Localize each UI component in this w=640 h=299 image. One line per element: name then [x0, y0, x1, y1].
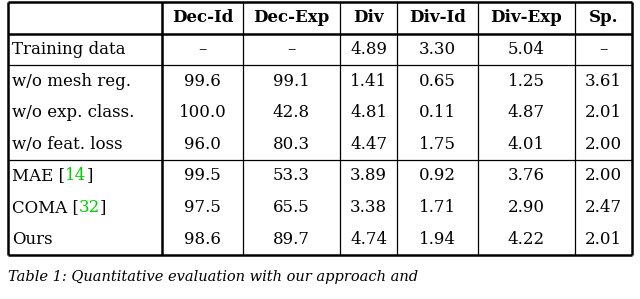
- Text: 0.11: 0.11: [419, 104, 456, 121]
- Text: 100.0: 100.0: [179, 104, 227, 121]
- Text: 2.00: 2.00: [585, 136, 622, 153]
- Text: 1.71: 1.71: [419, 199, 456, 216]
- Text: 4.22: 4.22: [508, 231, 545, 248]
- Text: 2.01: 2.01: [585, 231, 622, 248]
- Text: Div: Div: [353, 9, 384, 26]
- Text: Dec-Id: Dec-Id: [172, 9, 233, 26]
- Text: –: –: [198, 41, 207, 58]
- Text: 3.89: 3.89: [350, 167, 387, 184]
- Text: 53.3: 53.3: [273, 167, 310, 184]
- Text: 4.89: 4.89: [350, 41, 387, 58]
- Text: 4.74: 4.74: [350, 231, 387, 248]
- Text: Sp.: Sp.: [589, 9, 618, 26]
- Text: Training data: Training data: [12, 41, 125, 58]
- Text: 4.81: 4.81: [350, 104, 387, 121]
- Text: 0.65: 0.65: [419, 73, 456, 90]
- Text: 3.30: 3.30: [419, 41, 456, 58]
- Text: 1.94: 1.94: [419, 231, 456, 248]
- Text: 2.01: 2.01: [585, 104, 622, 121]
- Text: ]: ]: [86, 167, 93, 184]
- Text: 4.01: 4.01: [508, 136, 545, 153]
- Text: 42.8: 42.8: [273, 104, 310, 121]
- Text: w/o mesh reg.: w/o mesh reg.: [12, 73, 131, 90]
- Text: 98.6: 98.6: [184, 231, 221, 248]
- Text: Ours: Ours: [12, 231, 52, 248]
- Text: w/o feat. loss: w/o feat. loss: [12, 136, 123, 153]
- Text: 14: 14: [65, 167, 86, 184]
- Text: 3.61: 3.61: [585, 73, 622, 90]
- Text: Table 1: Quantitative evaluation with our approach and: Table 1: Quantitative evaluation with ou…: [8, 270, 418, 284]
- Text: 2.90: 2.90: [508, 199, 545, 216]
- Text: 4.47: 4.47: [350, 136, 387, 153]
- Text: ]: ]: [100, 199, 106, 216]
- Text: 0.92: 0.92: [419, 167, 456, 184]
- Text: 5.04: 5.04: [508, 41, 545, 58]
- Text: 1.41: 1.41: [350, 73, 387, 90]
- Text: 2.00: 2.00: [585, 167, 622, 184]
- Text: MAE [: MAE [: [12, 167, 65, 184]
- Text: COMA [: COMA [: [12, 199, 79, 216]
- Text: Div-Id: Div-Id: [409, 9, 466, 26]
- Text: 2.47: 2.47: [585, 199, 622, 216]
- Text: 80.3: 80.3: [273, 136, 310, 153]
- Text: 4.87: 4.87: [508, 104, 545, 121]
- Text: –: –: [599, 41, 607, 58]
- Text: Div-Exp: Div-Exp: [490, 9, 562, 26]
- Text: Dec-Exp: Dec-Exp: [253, 9, 330, 26]
- Text: 65.5: 65.5: [273, 199, 310, 216]
- Text: w/o exp. class.: w/o exp. class.: [12, 104, 134, 121]
- Text: 97.5: 97.5: [184, 199, 221, 216]
- Text: 3.76: 3.76: [508, 167, 545, 184]
- Text: 99.1: 99.1: [273, 73, 310, 90]
- Text: 96.0: 96.0: [184, 136, 221, 153]
- Text: 99.6: 99.6: [184, 73, 221, 90]
- Text: 1.25: 1.25: [508, 73, 545, 90]
- Text: 32: 32: [79, 199, 100, 216]
- Text: 89.7: 89.7: [273, 231, 310, 248]
- Text: –: –: [287, 41, 296, 58]
- Text: 3.38: 3.38: [350, 199, 387, 216]
- Text: 1.75: 1.75: [419, 136, 456, 153]
- Text: 99.5: 99.5: [184, 167, 221, 184]
